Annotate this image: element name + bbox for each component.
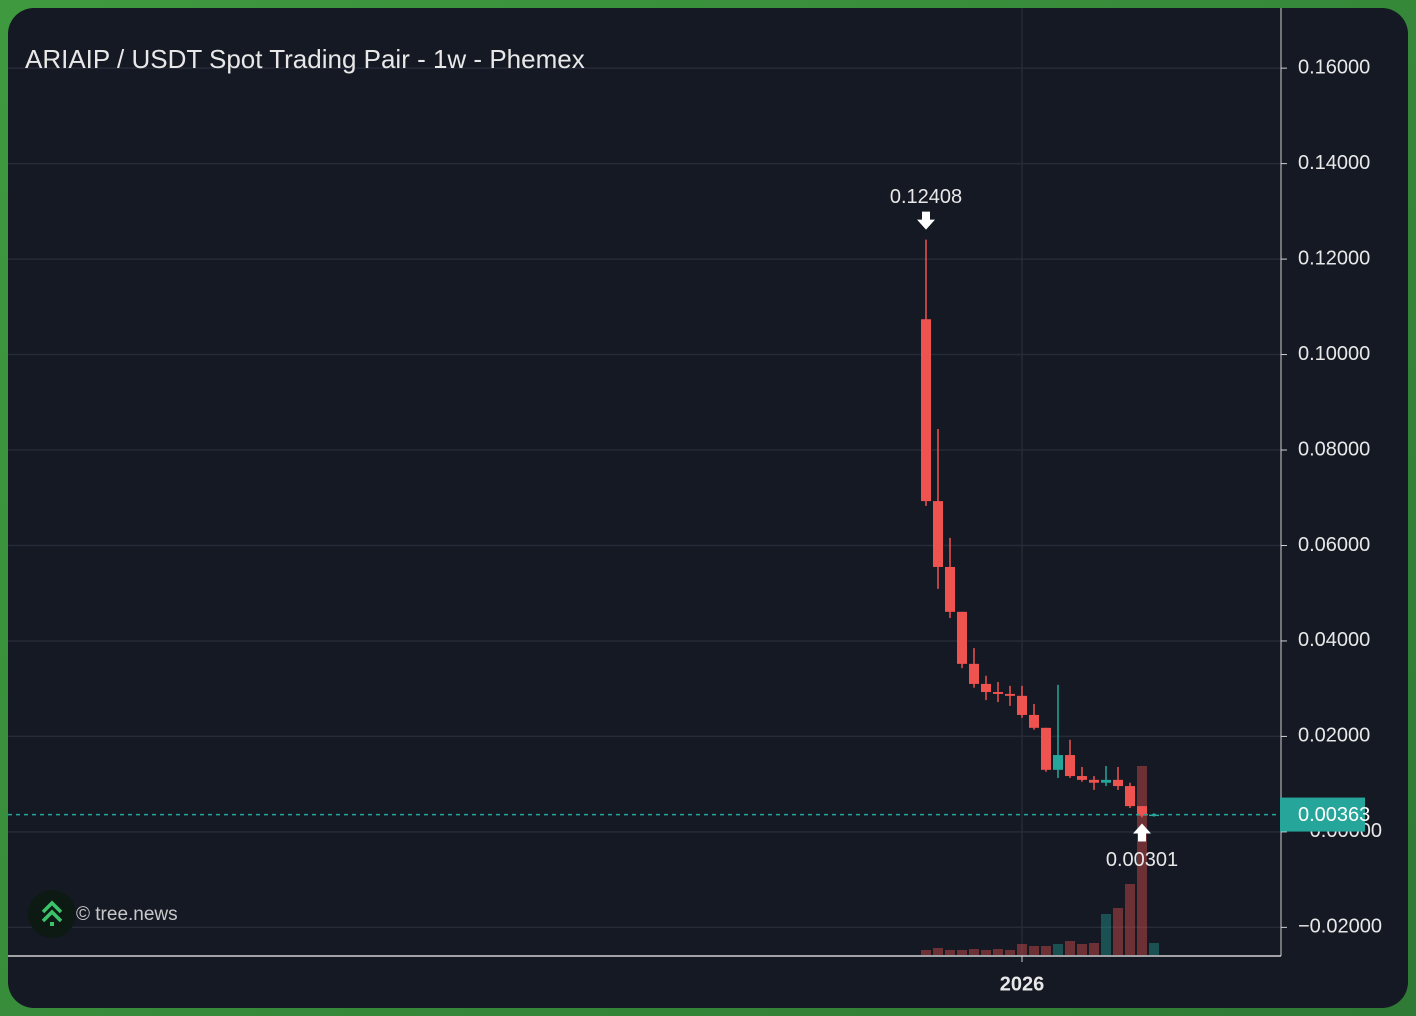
volume-bar (1137, 766, 1147, 955)
volume-bar (1029, 946, 1039, 955)
volume-bar (981, 950, 991, 955)
candle-body (1005, 693, 1015, 696)
y-tick-label: −0.02000 (1298, 916, 1382, 938)
candle-body (1029, 714, 1039, 728)
candle-body (945, 566, 955, 612)
candle-body (1101, 779, 1111, 783)
y-tick-label: 0.14000 (1298, 152, 1370, 174)
volume-bar (957, 950, 967, 955)
grid (8, 8, 1281, 956)
annotation-arrow (917, 211, 935, 230)
volume-bar (969, 949, 979, 955)
candle-body (1125, 786, 1135, 807)
y-tick-label: 0.12000 (1298, 247, 1370, 269)
candle-body (957, 611, 967, 664)
watermark: © tree.news (76, 904, 178, 925)
volume-bar (921, 950, 931, 955)
annotation-arrow (1133, 823, 1151, 842)
candle-body (1113, 779, 1123, 787)
panel (8, 8, 1408, 1008)
candle-body (993, 692, 1003, 694)
volume-bar (945, 950, 955, 955)
y-tick-label: 0.16000 (1298, 56, 1370, 78)
volume-bar (1041, 946, 1051, 955)
y-tick-label: 0.06000 (1298, 534, 1370, 556)
volume-bar (1149, 943, 1159, 955)
volume-bar (1005, 950, 1015, 955)
volume-bar (1113, 908, 1123, 955)
candle-body (1053, 755, 1063, 770)
annotation-label: 0.12408 (890, 186, 962, 208)
volume-bar (1077, 944, 1087, 955)
candle-body (1041, 727, 1051, 770)
candle-body (981, 683, 991, 693)
candle-body (1137, 806, 1147, 816)
annotation-label: 0.00301 (1106, 849, 1178, 871)
candle-body (1017, 695, 1027, 715)
plot (921, 239, 1159, 955)
candle-body (1089, 779, 1099, 783)
last-price-box (1280, 797, 1365, 832)
candle-body (933, 501, 943, 567)
volume-bar (993, 949, 1003, 955)
logo-dot (50, 922, 54, 926)
volume-bar (1053, 944, 1063, 955)
volume-bar (1101, 914, 1111, 955)
candle-body (1077, 776, 1087, 780)
y-tick-label: 0.02000 (1298, 725, 1370, 747)
chart-title: ARIAIP / USDT Spot Trading Pair - 1w - P… (25, 44, 585, 74)
logo-icon (41, 900, 63, 923)
y-tick-label: 0.08000 (1298, 438, 1370, 460)
x-tick-label: 2026 (1000, 973, 1045, 995)
volume-bar (1017, 944, 1027, 955)
candle-body (1065, 755, 1075, 777)
volume-bar (1065, 941, 1075, 955)
y-tick-label: 0.10000 (1298, 343, 1370, 365)
y-tick-label: 0.04000 (1298, 629, 1370, 651)
volume-bar (933, 948, 943, 955)
candle-body (969, 663, 979, 684)
candle-body (921, 319, 931, 502)
last-price-label: 0.00363 (1298, 804, 1370, 826)
volume-bar (1089, 943, 1099, 955)
volume-bar (1125, 884, 1135, 955)
